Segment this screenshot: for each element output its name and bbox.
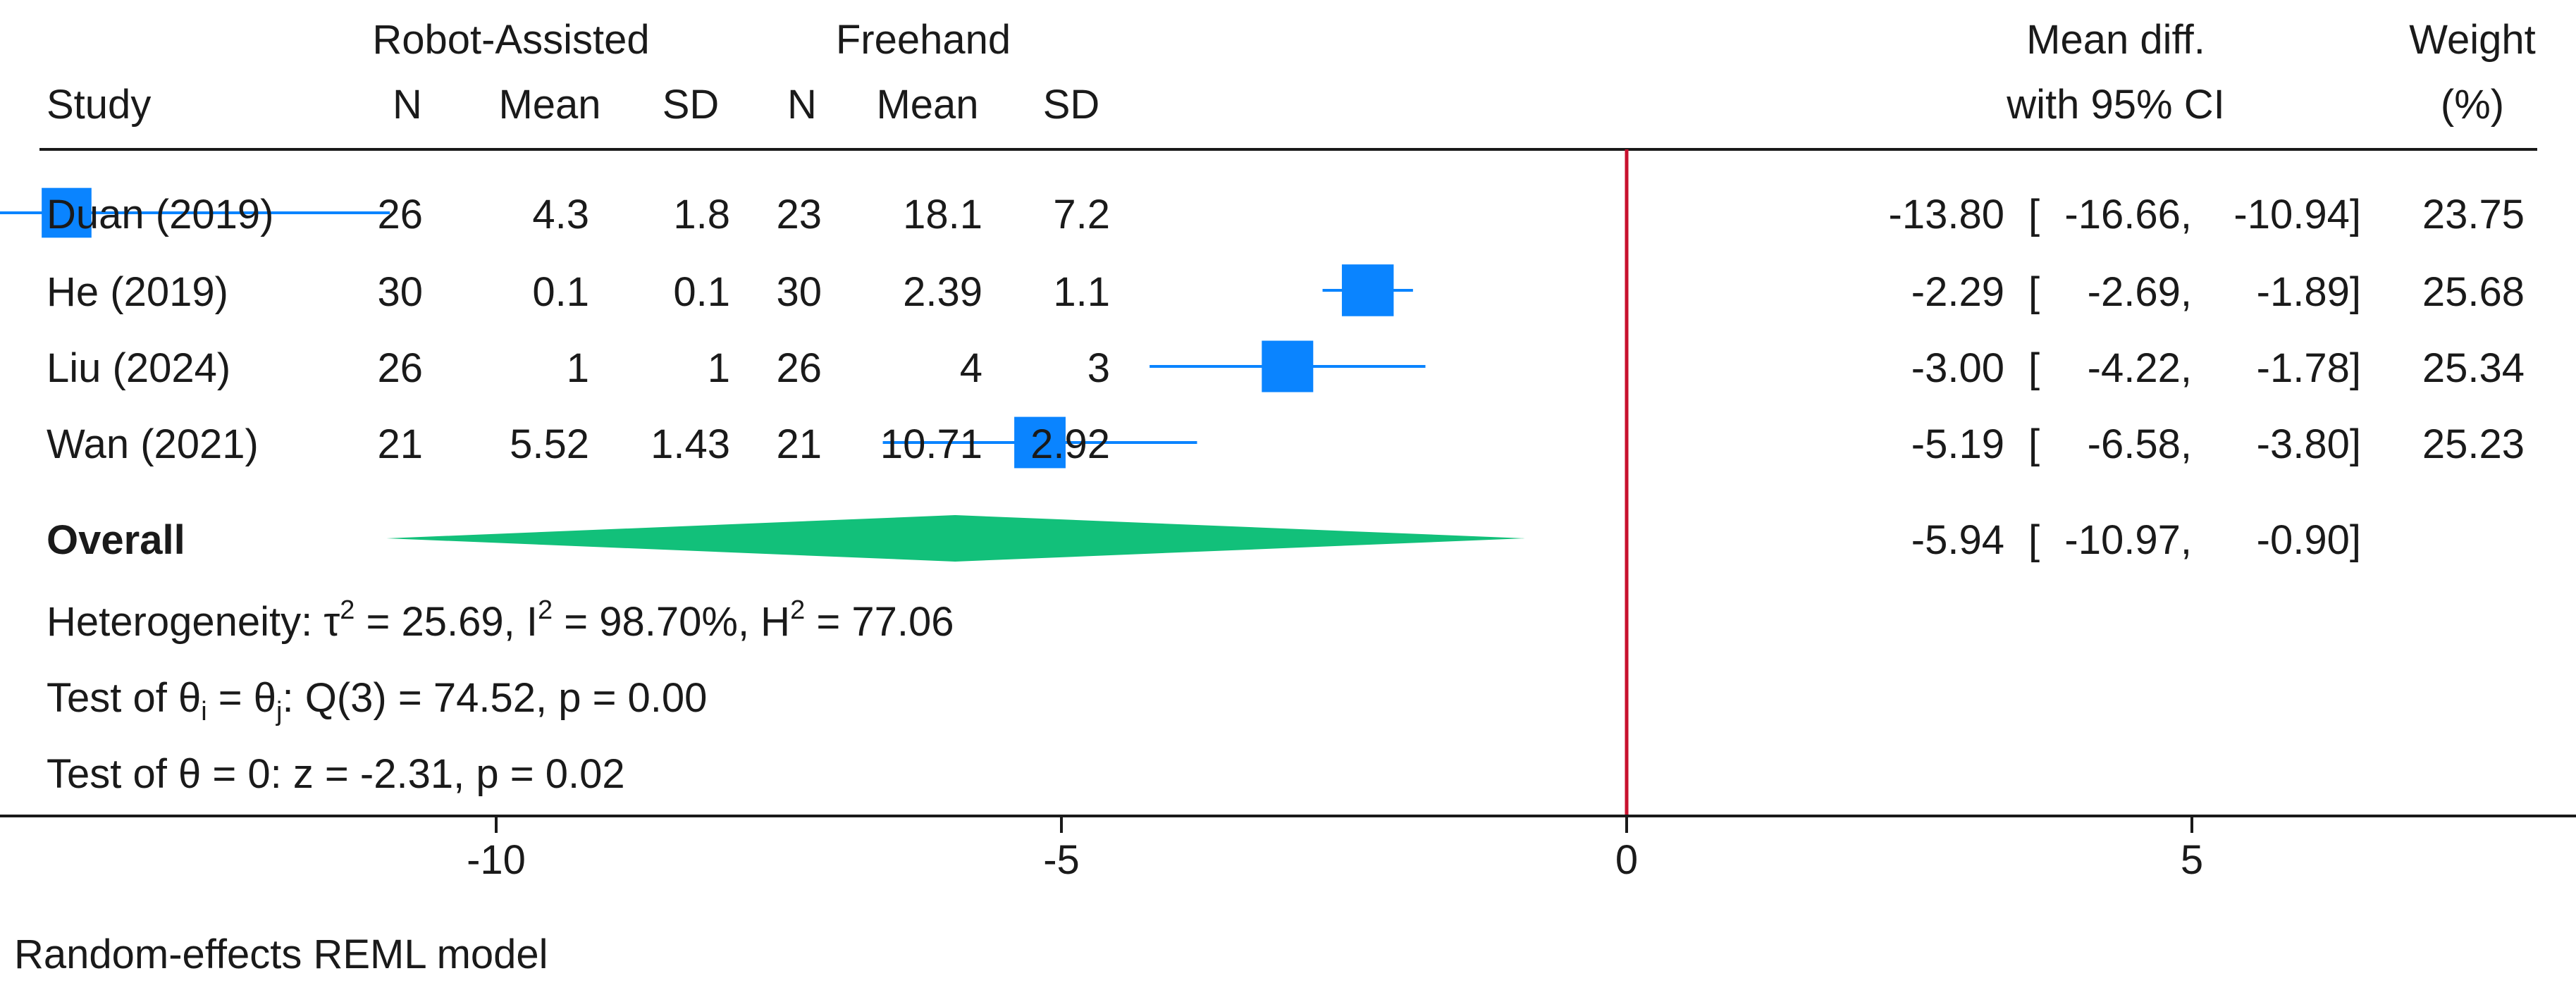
ci-upper-value: -1.78] (2257, 345, 2361, 391)
z-test-stats: Test of θ = 0: z = -2.31, p = 0.02 (47, 751, 625, 797)
n1-header: N (393, 82, 422, 128)
mean2-value: 18.1 (903, 192, 982, 237)
n2-value: 26 (776, 345, 822, 391)
mean1-value: 1 (567, 345, 589, 391)
overall-hi: -0.90] (2257, 517, 2361, 563)
q-test-stats: Test of θi = θj: Q(3) = 74.52, p = 0.00 (47, 675, 707, 726)
study-marker (42, 187, 92, 238)
ci-lower-value: -16.66, (2064, 192, 2192, 237)
study-name: Liu (2024) (47, 345, 230, 391)
md-value: -3.00 (1911, 345, 2004, 391)
mean1-value: 5.52 (510, 421, 589, 467)
heterogeneity-stats: Heterogeneity: τ2 = 25.69, I2 = 98.70%, … (47, 595, 954, 645)
n2-value: 30 (776, 269, 822, 315)
x-axis: -15-10-50510 (0, 815, 2576, 883)
study-name: He (2019) (47, 269, 228, 315)
ci-upper-value: -3.80] (2257, 421, 2361, 467)
mean2-value: 10.71 (880, 421, 982, 467)
sd2-value: 7.2 (1053, 192, 1110, 237)
ci-bracket-open: [ (2028, 269, 2040, 315)
ci-upper-value: -1.89] (2257, 269, 2361, 315)
sd1-value: 1.43 (651, 421, 730, 467)
n1-value: 30 (377, 269, 423, 315)
study-header: Study (47, 82, 151, 128)
md-value: -13.80 (1889, 192, 2004, 237)
ci-lower-value: -4.22, (2088, 345, 2192, 391)
x-tick-label: -5 (1043, 837, 1080, 883)
x-tick-label: 5 (2181, 837, 2203, 883)
sd1-header: SD (663, 82, 720, 128)
weight-value: 25.68 (2422, 269, 2525, 315)
table-row: Duan (2019) 26 4.3 1.8 23 18.1 7.2 -13.80 -16.66… (47, 192, 2525, 237)
study-marker (1341, 264, 1394, 316)
weight-value: 25.23 (2422, 421, 2525, 467)
overall-diamond (386, 515, 1525, 562)
x-tick-label: 0 (1615, 837, 1638, 883)
sd2-header: SD (1043, 82, 1100, 128)
sd2-value: 2.92 (1030, 421, 1110, 467)
study-marker (1262, 340, 1314, 392)
ci-bracket-open: [ (2028, 192, 2040, 237)
n2-value: 23 (776, 192, 822, 237)
ci-bracket-open: [ (2028, 421, 2040, 467)
study-name: Wan (2021) (47, 421, 259, 467)
ci-bracket-open: [ (2028, 345, 2040, 391)
ci-upper-value: -10.94] (2233, 192, 2361, 237)
sd1-value: 0.1 (673, 269, 730, 315)
plot-area: -15-10-50510 (0, 149, 2576, 883)
md-value: -2.29 (1911, 269, 2004, 315)
study-marker (1014, 416, 1066, 469)
sd2-value: 1.1 (1053, 269, 1110, 315)
weight-header-line2: (%) (2441, 82, 2504, 128)
sd2-value: 3 (1087, 345, 1110, 391)
effect-header-line2: with 95% CI (2006, 82, 2224, 128)
n1-value: 21 (377, 421, 423, 467)
group1-header: Robot-Assisted (372, 17, 649, 63)
n2-value: 21 (776, 421, 822, 467)
weight-value: 25.34 (2422, 345, 2525, 391)
group2-header: Freehand (836, 17, 1011, 63)
md-value: -5.19 (1911, 421, 2004, 467)
mean1-header: Mean (498, 82, 600, 128)
effect-header-line1: Mean diff. (2026, 17, 2205, 63)
mean2-value: 2.39 (903, 269, 982, 315)
ci-lower-value: -2.69, (2088, 269, 2192, 315)
model-note: Random-effects REML model (14, 932, 548, 977)
study-rows: Duan (2019) 26 4.3 1.8 23 18.1 7.2 -13.80 -16.66… (47, 192, 2525, 467)
study-name: Duan (2019) (47, 192, 273, 237)
weight-value: 23.75 (2422, 192, 2525, 237)
n2-header: N (787, 82, 817, 128)
overall-label: Overall (47, 517, 185, 563)
mean2-header: Mean (876, 82, 978, 128)
sd1-value: 1.8 (673, 192, 730, 237)
table-row: He (2019) 30 0.1 0.1 30 2.39 1.1 -2.29 -2.69, -1.… (47, 269, 2525, 315)
table-row: Liu (2024) 26 1 1 26 4 3 -3.00 -4.22, -1.78] 25.34… (47, 345, 2525, 391)
x-tick-label: -10 (467, 837, 526, 883)
table-row: Wan (2021) 21 5.52 1.43 21 10.71 2.92 -5.19 -6.5… (47, 421, 2525, 467)
mean1-value: 4.3 (532, 192, 589, 237)
sd1-value: 1 (708, 345, 730, 391)
ci-lower-value: -6.58, (2088, 421, 2192, 467)
overall-md: -5.94 (1911, 517, 2004, 563)
mean2-value: 4 (960, 345, 982, 391)
n1-value: 26 (377, 192, 423, 237)
overall-lo: -10.97, (2064, 517, 2192, 563)
weight-header-line1: Weight (2409, 17, 2535, 63)
n1-value: 26 (377, 345, 423, 391)
mean1-value: 0.1 (532, 269, 589, 315)
overall-bracket-open: [ (2028, 517, 2040, 563)
